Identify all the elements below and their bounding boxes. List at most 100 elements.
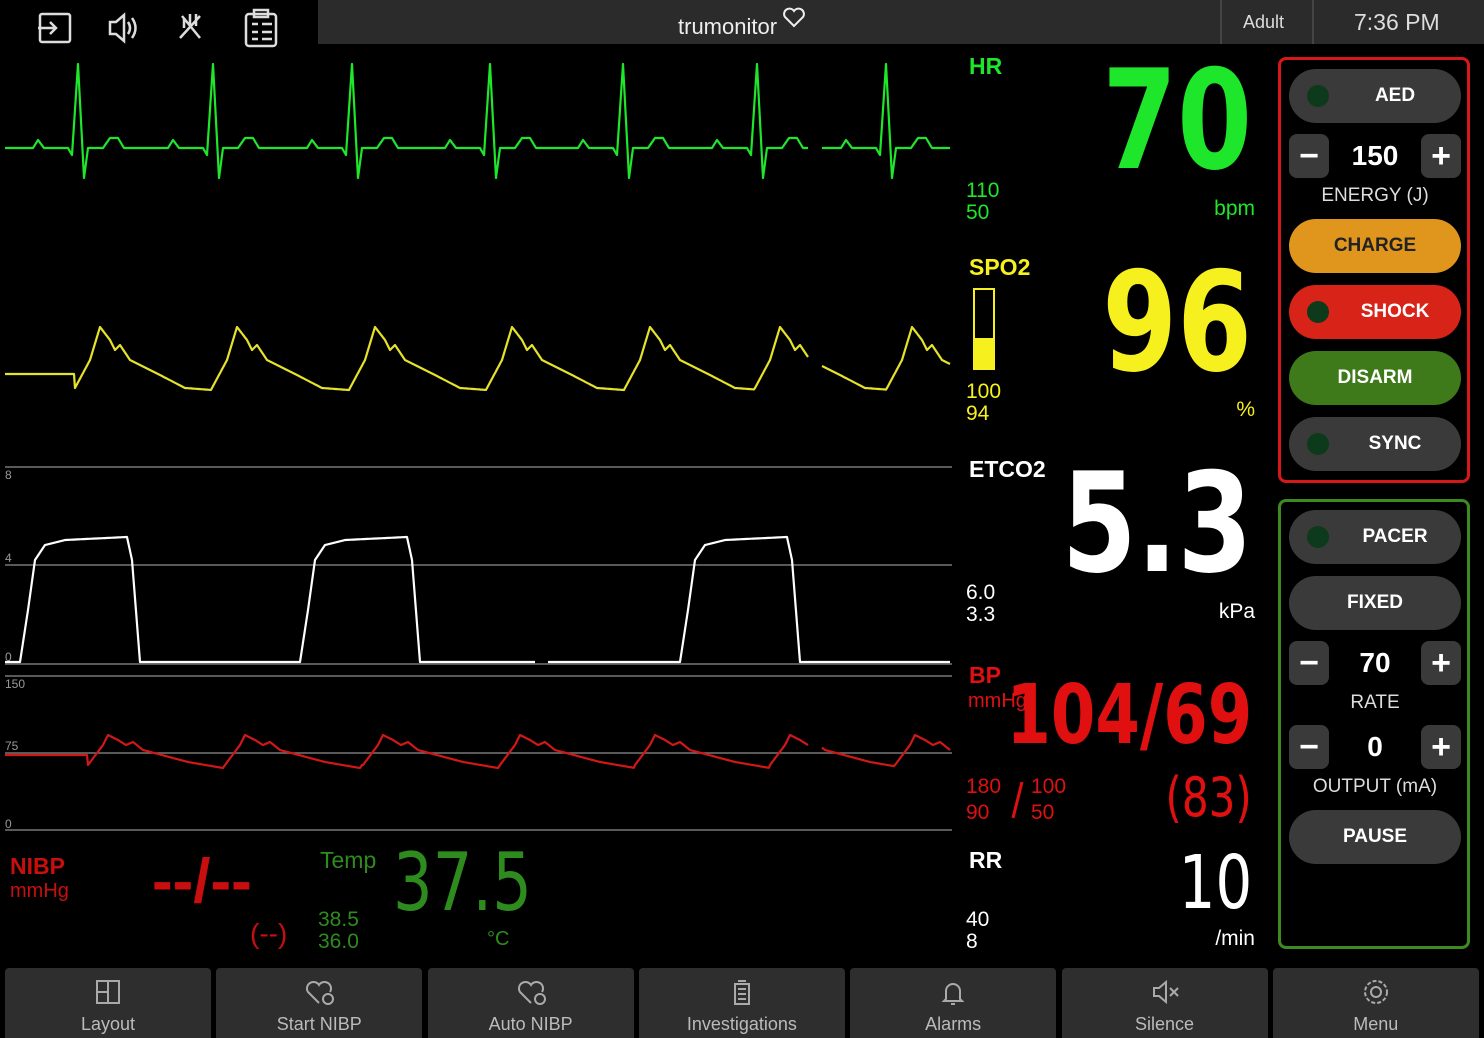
nibp-unit: mmHg [10, 880, 69, 902]
energy-stepper: −150 + [1289, 134, 1461, 178]
nibp-label: NIBP [10, 853, 65, 879]
hr-low: 50 [966, 201, 990, 224]
spo2-value: 96 [1102, 242, 1252, 403]
pacer-button[interactable]: PACER [1289, 510, 1461, 564]
nibp-mean: (--) [250, 918, 288, 949]
pacer-panel [1278, 499, 1470, 949]
spo2-bar [973, 288, 995, 370]
patient-type[interactable]: Adult [1243, 12, 1285, 32]
spo2-label: SPO2 [969, 254, 1031, 280]
toolbar-button[interactable]: Silence [1061, 968, 1268, 1038]
divider [1312, 0, 1314, 44]
clock: 7:36 PM [1354, 9, 1440, 35]
toolbar-label: Start NIBP [276, 1014, 362, 1034]
shock-text: SHOCK [1360, 301, 1430, 322]
output-value: 0 [1331, 725, 1419, 769]
brand-logo [783, 7, 805, 28]
spo2-low: 94 [966, 402, 990, 425]
toolbar-button[interactable]: Menu [1272, 968, 1479, 1038]
bp-sys-high: 180 [966, 775, 1002, 798]
toolbar-icon [96, 980, 120, 1004]
rr-high: 40 [966, 908, 990, 931]
bp-dia-high: 100 [1031, 775, 1067, 798]
etco2-unit: kPa [1218, 600, 1255, 623]
waveform [4, 535, 951, 664]
toolbar-button[interactable]: Auto NIBP [427, 968, 634, 1038]
pause-button[interactable]: PAUSE [1289, 810, 1461, 864]
scale-label: 4 [5, 551, 12, 565]
spo2-high: 100 [966, 380, 1002, 403]
toolbar-button[interactable]: Start NIBP [216, 968, 423, 1038]
toolbar-label: Silence [1134, 1014, 1195, 1034]
rate-stepper: −70 + [1289, 641, 1461, 685]
temp-unit: °C [487, 928, 510, 950]
disarm-button[interactable]: DISARM [1289, 351, 1461, 405]
toolbar-icon [941, 983, 965, 1005]
rr-unit: /min [1215, 927, 1255, 950]
increase[interactable]: + [1421, 641, 1461, 685]
toolbar-icon [306, 980, 335, 1005]
toolbar-button[interactable]: Alarms [850, 968, 1057, 1038]
increase[interactable]: + [1421, 134, 1461, 178]
scale-label: 75 [5, 739, 19, 753]
hr-unit: bpm [1214, 197, 1255, 220]
defib-panel [1278, 57, 1470, 483]
energy-label: ENERGY (J) [1321, 185, 1429, 206]
toolbar-icon [1152, 979, 1179, 1005]
charge-button[interactable]: CHARGE [1289, 219, 1461, 273]
shock-button[interactable]: SHOCK [1289, 285, 1461, 339]
top-icons[interactable] [30, 8, 300, 52]
temp-high: 38.5 [318, 908, 359, 931]
bp-label: BP [969, 662, 1001, 688]
rate-label: RATE [1350, 692, 1400, 713]
bp-limit-separator [1011, 781, 1024, 819]
rr-value: 10 [1178, 840, 1252, 926]
sync-text: SYNC [1368, 433, 1422, 454]
spo2-unit: % [1236, 398, 1255, 421]
etco2-value: 5.3 [1061, 443, 1252, 604]
etco2-low: 3.3 [966, 603, 996, 626]
decrease[interactable]: − [1289, 641, 1329, 685]
hr-value: 70 [1102, 40, 1252, 201]
waveform [4, 325, 951, 392]
aed-button[interactable]: AED [1289, 69, 1461, 123]
output-label: OUTPUT (mA) [1312, 776, 1438, 797]
energy-value: 150 [1331, 134, 1419, 178]
decrease[interactable]: − [1289, 725, 1329, 769]
top-bar [318, 0, 1484, 44]
toolbar-icon [517, 980, 546, 1005]
rate-value: 70 [1331, 641, 1419, 685]
bp-dia-low: 50 [1031, 801, 1055, 824]
decrease[interactable]: − [1289, 134, 1329, 178]
rr-low: 8 [966, 930, 978, 953]
toolbar-label: Investigations [686, 1014, 797, 1034]
pacer-text: PACER [1362, 526, 1428, 547]
bp-unit: mmHg [968, 690, 1027, 712]
etco2-label: ETCO2 [969, 456, 1046, 482]
bp-mean: (83) [1165, 766, 1252, 829]
mode-button[interactable]: FIXED [1289, 576, 1461, 630]
rr-label: RR [969, 847, 1003, 873]
brand: trumonitor [678, 14, 778, 39]
toolbar-icon [1363, 980, 1388, 1004]
toolbar-button[interactable]: Investigations [638, 968, 845, 1038]
divider [1220, 0, 1222, 44]
bp-value: 104/69 [1006, 668, 1252, 763]
toolbar-label: Alarms [925, 1014, 982, 1034]
temp-value: 37.5 [393, 836, 532, 929]
scale-label: 0 [5, 650, 12, 664]
toolbar-label: Menu [1353, 1014, 1399, 1034]
waveform [4, 62, 951, 180]
nibp-value: --/-- [152, 847, 252, 916]
toolbar-button[interactable]: Layout [5, 968, 211, 1038]
scale-label: 0 [5, 817, 12, 831]
increase[interactable]: + [1421, 725, 1461, 769]
sync-button[interactable]: SYNC [1289, 417, 1461, 471]
toolbar-label: Layout [80, 1014, 136, 1034]
scale-label: 8 [5, 468, 12, 482]
hr-high: 110 [966, 179, 1000, 202]
output-stepper: −0 + [1289, 725, 1461, 769]
aed-text: AED [1374, 85, 1416, 106]
waveform-area: 8 4 0 150 75 0 [4, 62, 952, 831]
